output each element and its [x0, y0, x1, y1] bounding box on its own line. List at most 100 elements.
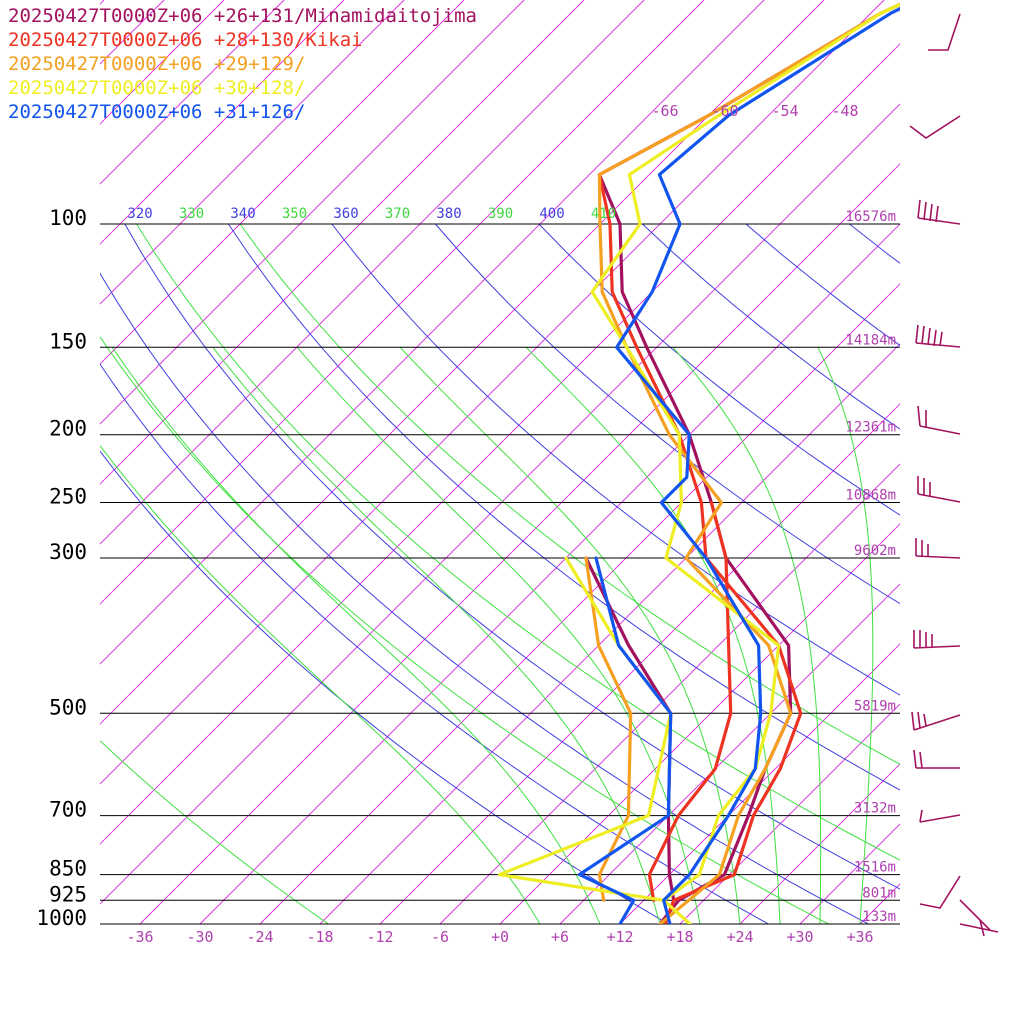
x-tick-label: +24: [726, 928, 753, 946]
isotherm-line: [920, 0, 1024, 924]
height-label: 5819m: [854, 698, 896, 714]
pressure-label: 1000: [36, 906, 87, 930]
wind-barb: [917, 199, 961, 225]
isotherm-line: [139, 163, 900, 924]
height-label: 133m: [862, 909, 896, 925]
dry-adiabat: [124, 223, 900, 890]
moist-adiabat: [525, 346, 781, 924]
legend-entry-29-129: 20250427T0000Z+06 +29+129/: [8, 53, 306, 75]
theta-label: 350: [282, 206, 307, 222]
isotherm-line: [100, 0, 105, 5]
x-tick-label: +12: [606, 928, 633, 946]
moist-adiabat: [296, 346, 701, 924]
pressure-label: 700: [49, 798, 87, 822]
x-tick-label: -30: [186, 928, 213, 946]
pressure-label: 300: [49, 540, 87, 564]
dry-adiabat: [538, 223, 900, 516]
dry-adiabat: [745, 223, 900, 346]
isotherm-line: [499, 523, 900, 924]
legend-entry-minamidaitojima: 20250427T0000Z+06 +26+131/Minamidaitojim…: [8, 5, 477, 27]
isotherm-line: [799, 823, 900, 924]
isotherm-line: [319, 343, 900, 924]
theta-label: 330: [179, 206, 204, 222]
isotherm-line: [100, 0, 885, 785]
theta-label: 360: [333, 206, 358, 222]
pressure-label: 500: [49, 695, 87, 719]
wind-barb: [909, 115, 961, 139]
height-label: 10868m: [845, 488, 896, 504]
sounding-series: [497, 2, 900, 924]
pressure-label: 925: [49, 882, 87, 906]
x-tick-label: +18: [666, 928, 693, 946]
theta-label: 400: [539, 206, 564, 222]
moist-adiabat: [399, 346, 741, 924]
isotherm-line: [439, 463, 900, 924]
wind-barbs: [909, 13, 999, 937]
theta-label: 340: [230, 206, 255, 222]
moist-adiabat: [212, 346, 661, 924]
upper-temp-label: -48: [831, 102, 858, 120]
isotherm-line: [739, 763, 900, 924]
legend-entry-30-128: 20250427T0000Z+06 +30+128/: [8, 77, 306, 99]
isotherm-line: [100, 0, 405, 305]
pressure-label: 100: [49, 206, 87, 230]
series-temperature-4: [597, 2, 900, 924]
x-tick-label: -36: [126, 928, 153, 946]
x-tick-label: -18: [306, 928, 333, 946]
height-label: 12361m: [845, 420, 896, 436]
isotherm-line: [100, 0, 465, 365]
theta-label: 370: [385, 206, 410, 222]
dry-adiabat: [100, 363, 769, 924]
isotherm-line: [619, 643, 900, 924]
axis-labels: 100 16576m 150 14184m 200 12361m 250 10868m 300 9…: [36, 102, 896, 946]
pressure-label: 850: [49, 857, 87, 881]
isotherm-line: [859, 883, 900, 924]
isotherm-line: [100, 43, 900, 845]
isotherm-line: [980, 0, 1024, 924]
theta-label: 390: [488, 206, 513, 222]
isotherm-line: [100, 0, 345, 245]
wind-barb: [919, 809, 961, 823]
isotherm-line: [0, 0, 44, 924]
x-tick-label: +36: [846, 928, 873, 946]
x-tick-label: -24: [246, 928, 273, 946]
isotherm-line: [679, 703, 900, 924]
isotherm-line: [379, 403, 900, 924]
moist-adiabat: [136, 223, 900, 861]
moist-adiabat: [672, 346, 822, 924]
series-temperature-8: [615, 6, 900, 924]
isotherm-line: [100, 0, 705, 605]
x-tick-label: -12: [366, 928, 393, 946]
upper-temp-label: -60: [711, 102, 738, 120]
wind-barb: [917, 476, 961, 503]
wind-barb: [915, 538, 961, 559]
moist-adiabat: [239, 223, 900, 765]
x-tick-label: +0: [491, 928, 509, 946]
legend-entry-kikai: 20250427T0000Z+06 +28+130/Kikai: [8, 29, 363, 51]
x-tick-label: +30: [786, 928, 813, 946]
wind-barb: [928, 13, 961, 51]
height-label: 3132m: [854, 801, 896, 817]
wind-barb: [915, 324, 961, 348]
wind-barb: [911, 711, 961, 731]
isotherm-line: [100, 0, 825, 725]
height-label: 1516m: [854, 860, 896, 876]
wind-barb: [913, 630, 961, 649]
height-label: 14184m: [845, 332, 896, 348]
height-label: 16576m: [845, 209, 896, 225]
height-label: 9602m: [854, 543, 896, 559]
series-dewpoint-9: [577, 556, 673, 924]
isotherm-line: [100, 0, 165, 65]
series-temperature-6: [590, 2, 900, 924]
series-dewpoint-7: [497, 556, 673, 902]
upper-temp-label: -66: [651, 102, 678, 120]
isotherm-line: [100, 0, 525, 425]
upper-temp-label: -54: [771, 102, 798, 120]
wind-barb: [919, 875, 961, 909]
series-dewpoint-5: [584, 556, 633, 902]
grid-lines: [0, 0, 1024, 924]
pressure-label: 200: [49, 417, 87, 441]
pressure-label: 250: [49, 485, 87, 509]
legend-entry-31-126: 20250427T0000Z+06 +31+126/: [8, 101, 306, 123]
